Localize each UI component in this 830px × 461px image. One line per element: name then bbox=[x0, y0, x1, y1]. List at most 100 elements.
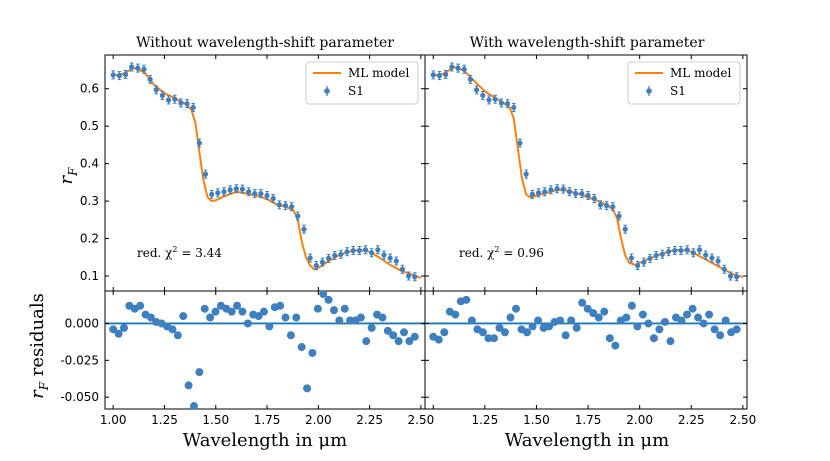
right-data-point bbox=[449, 64, 455, 70]
top-ytick-label: 0.2 bbox=[80, 232, 99, 246]
right-residual-point bbox=[649, 334, 658, 343]
left-residual-point bbox=[179, 312, 188, 321]
right-residual-point bbox=[561, 331, 570, 340]
right-data-point bbox=[591, 195, 597, 202]
left-data-point bbox=[122, 71, 129, 78]
left-residual-point bbox=[292, 313, 301, 322]
right-data-point bbox=[597, 202, 604, 208]
left-residual-point bbox=[184, 381, 193, 390]
right-xtick-label: 1.50 bbox=[523, 413, 550, 427]
right-data-point bbox=[647, 255, 653, 262]
top-ytick-label: 0.6 bbox=[80, 82, 99, 96]
right-chi2-annotation: red. χ2 = 0.96 bbox=[459, 245, 544, 260]
right-residual-point bbox=[600, 307, 609, 316]
left-data-point bbox=[369, 250, 375, 256]
right-residual-point bbox=[638, 310, 647, 319]
left-data-point bbox=[159, 92, 166, 99]
right-data-point bbox=[467, 76, 474, 82]
right-xtick-label: 2.00 bbox=[626, 413, 653, 427]
left-data-point bbox=[129, 64, 135, 70]
right-data-point bbox=[480, 92, 486, 99]
right-residual-point bbox=[578, 298, 587, 307]
right-data-point bbox=[443, 71, 449, 78]
left-residual-point bbox=[173, 331, 182, 340]
left-residual-point bbox=[389, 331, 398, 340]
right-residual-point bbox=[666, 337, 675, 346]
right-residual-point bbox=[611, 341, 620, 350]
right-xtick-label: 1.25 bbox=[471, 413, 498, 427]
left-data-point bbox=[172, 96, 178, 102]
left-data-point bbox=[221, 189, 227, 195]
right-residual-point bbox=[495, 323, 504, 332]
right-data-point bbox=[492, 96, 498, 102]
left-residual-point bbox=[146, 313, 155, 322]
left-data-point bbox=[375, 247, 381, 253]
right-xtick-label: 2.50 bbox=[730, 413, 757, 427]
left-data-point bbox=[258, 191, 264, 197]
left-xtick-label: 2.25 bbox=[356, 413, 383, 427]
left-xtick-label: 2.50 bbox=[408, 413, 435, 427]
left-data-point bbox=[362, 247, 369, 253]
left-residual-point bbox=[356, 313, 365, 322]
left-data-point bbox=[178, 100, 184, 106]
right-residual-point bbox=[683, 310, 692, 319]
right-data-point bbox=[684, 247, 690, 253]
right-data-point bbox=[616, 213, 622, 219]
right-xlabel: Wavelength in μm bbox=[505, 430, 669, 451]
left-data-point bbox=[184, 101, 190, 107]
left-xtick-label: 1.25 bbox=[151, 413, 178, 427]
right-data-point bbox=[709, 255, 715, 261]
left-xtick-label: 1.50 bbox=[202, 413, 229, 427]
right-data-point bbox=[566, 189, 573, 195]
right-data-point bbox=[703, 252, 709, 258]
left-panel-title: Without wavelength-shift parameter bbox=[136, 35, 394, 51]
left-data-point bbox=[338, 251, 344, 257]
left-residual-point bbox=[243, 319, 252, 328]
right-residual-point bbox=[572, 323, 581, 332]
left-data-point bbox=[135, 65, 141, 71]
right-residual-point bbox=[655, 325, 664, 334]
left-data-point bbox=[289, 204, 295, 210]
right-residual-point bbox=[451, 310, 460, 319]
right-data-point bbox=[474, 87, 480, 93]
left-residual-point bbox=[405, 337, 414, 346]
right-xtick-label: 1.75 bbox=[575, 413, 602, 427]
plot-area: 1.00 1.25 1.50 1.75 2.00 2.25 2.50 0.1 0.2 0.3 0.4… bbox=[60, 54, 757, 427]
left-residual-point bbox=[324, 295, 333, 304]
left-residual-point bbox=[189, 402, 198, 411]
left-data-point bbox=[282, 202, 289, 209]
left-data-point bbox=[344, 249, 350, 255]
legend-data-swatch bbox=[646, 88, 652, 94]
right-residual-point bbox=[716, 331, 725, 340]
right-data-point bbox=[690, 250, 696, 256]
right-residual-point bbox=[500, 328, 509, 337]
right-xtick-label: 2.25 bbox=[678, 413, 705, 427]
right-data-point bbox=[529, 191, 535, 197]
right-data-point bbox=[523, 171, 529, 177]
right-data-point bbox=[560, 186, 566, 192]
right-residual-point bbox=[721, 316, 730, 325]
left-data-point bbox=[270, 195, 276, 202]
right-residual-point bbox=[622, 313, 631, 322]
right-residual-point bbox=[710, 325, 719, 334]
left-data-point bbox=[245, 189, 252, 195]
left-data-point bbox=[319, 259, 326, 265]
right-residual-point bbox=[705, 310, 714, 319]
right-data-point bbox=[498, 100, 504, 106]
left-residual-point bbox=[136, 301, 145, 310]
left-data-point bbox=[239, 186, 246, 192]
legend-model-label: ML model bbox=[670, 66, 731, 80]
left-residual-point bbox=[383, 326, 392, 335]
left-residual-point bbox=[195, 368, 204, 377]
left-residual-point bbox=[313, 304, 322, 313]
left-data-point bbox=[313, 262, 319, 269]
right-residual-point bbox=[528, 322, 537, 331]
right-data-point bbox=[579, 191, 585, 197]
left-data-point bbox=[215, 190, 221, 196]
left-xlabel: Wavelength in μm bbox=[183, 430, 347, 451]
left-residual-point bbox=[410, 332, 419, 341]
left-residual-point bbox=[200, 304, 209, 313]
left-residual-point bbox=[233, 301, 242, 310]
left-data-point bbox=[295, 213, 301, 219]
right-residual-point bbox=[644, 319, 653, 328]
